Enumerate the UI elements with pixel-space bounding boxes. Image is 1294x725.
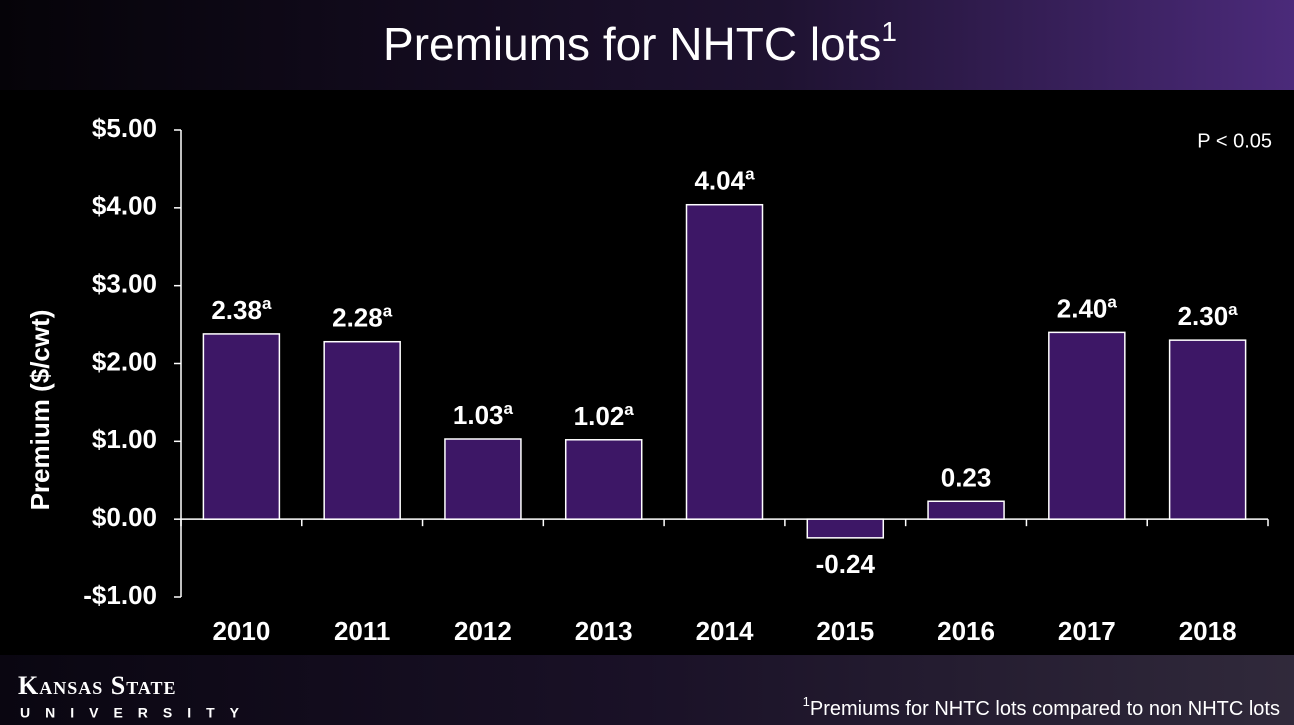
x-tick-label: 2018 [1179,616,1237,646]
y-tick-label: $1.00 [92,424,157,454]
value-label-note: a [745,165,755,184]
title-band [0,0,1294,90]
y-tick-label: -$1.00 [83,580,157,610]
value-label: 0.23 [941,462,992,492]
x-tick-label: 2015 [816,616,874,646]
value-label-note: a [1228,301,1238,320]
bar [806,518,885,539]
y-tick-label: $3.00 [92,269,157,299]
value-label-note: a [1107,293,1117,312]
bar [444,438,522,520]
bar [202,333,281,520]
value-label-text: -0.24 [816,549,876,579]
y-tick-label: $2.00 [92,346,157,376]
x-tick-label: 2011 [334,616,390,646]
value-label-text: 4.04 [694,166,745,196]
value-label: 2.30a [1178,301,1239,331]
value-label-text: 2.38 [211,295,262,325]
footnote: 1Premiums for NHTC lots compared to non … [803,694,1280,720]
value-label: 1.02a [574,400,635,430]
bar [323,340,401,520]
bar [564,439,643,520]
value-label: 4.04a [694,165,755,195]
value-label-text: 1.02 [574,401,625,431]
x-tick-label: 2013 [575,616,633,646]
footnote-mark: 1 [803,694,810,709]
title-note: 1 [881,16,897,47]
value-label: 2.38a [211,294,272,324]
value-label-text: 0.23 [941,462,992,492]
x-tick-label: 2017 [1058,616,1116,646]
value-label-text: 2.40 [1057,293,1108,323]
value-label-note: a [383,302,393,321]
footnote-text: Premiums for NHTC lots compared to non N… [810,698,1280,720]
value-label-note: a [262,294,272,313]
value-label-note: a [624,400,634,419]
x-tick-label: 2012 [454,616,512,646]
logo-line1: Kansas State [18,671,177,700]
value-label: 2.40a [1057,293,1118,323]
y-tick-label: $0.00 [92,502,157,532]
logo-line2: UNIVERSITY [20,705,254,721]
value-label-text: 2.30 [1178,301,1229,331]
value-label-note: a [504,399,514,418]
bar [1048,331,1126,520]
annotation: P < 0.05 [1197,130,1272,152]
chart-title: Premiums for NHTC lots1 [383,16,897,70]
y-axis-label: Premium ($/cwt) [25,310,55,511]
title-text: Premiums for NHTC lots [383,18,881,70]
bar [685,203,764,520]
footer-band [0,655,1294,725]
value-label: -0.24 [816,549,876,579]
value-label: 2.28a [332,302,393,332]
x-tick-label: 2010 [212,616,270,646]
value-label: 1.03a [453,399,514,429]
value-label-text: 2.28 [332,303,383,333]
x-tick-label: 2014 [696,616,754,646]
bar [927,500,1005,520]
x-tick-label: 2016 [937,616,995,646]
y-tick-label: $5.00 [92,113,157,143]
y-tick-label: $4.00 [92,191,157,221]
bar [1168,339,1247,520]
value-label-text: 1.03 [453,400,504,430]
